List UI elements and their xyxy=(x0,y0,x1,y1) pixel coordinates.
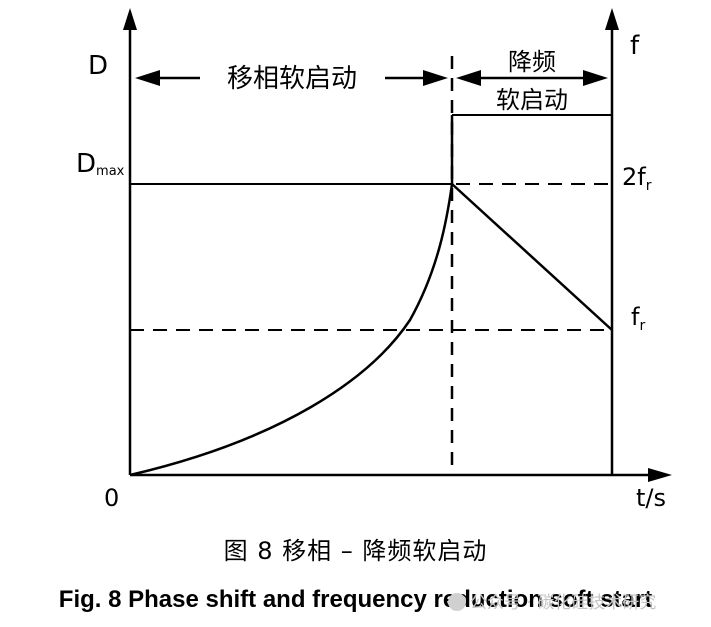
freq-reduction-label-line2: 软启动 xyxy=(496,86,568,114)
watermark-text: 公众号 · 碳化硅技术研究 xyxy=(470,593,657,613)
freq-span-arrowhead-left xyxy=(456,70,481,86)
fr-label-main: f xyxy=(631,303,640,331)
dmax-label-main: D xyxy=(76,149,96,179)
origin-label: 0 xyxy=(104,484,119,512)
freq-reduction-label-line1: 降频 xyxy=(508,48,556,76)
left-y-axis-arrowhead xyxy=(123,8,137,30)
y-left-label: D xyxy=(88,51,108,81)
phase-span-arrowhead-right xyxy=(423,70,448,86)
x-axis-label: t/s xyxy=(636,484,666,512)
two-fr-label-sub: r xyxy=(646,178,652,194)
watermark: 公众号 · 碳化硅技术研究 xyxy=(448,588,656,613)
wechat-icon xyxy=(448,593,466,611)
frequency-reduction-line xyxy=(451,183,613,331)
fr-label-sub: r xyxy=(639,318,645,334)
y-right-label: f xyxy=(630,31,640,61)
dmax-label-sub: max xyxy=(96,164,125,179)
caption-chinese: 图 8 移相 – 降频软启动 xyxy=(223,537,488,565)
caption-english: Fig. 8 Phase shift and frequency reducti… xyxy=(58,586,653,613)
phase-shift-curve xyxy=(129,115,454,477)
freq-span-arrowhead-right xyxy=(583,70,608,86)
two-fr-label-main: 2f xyxy=(622,163,646,191)
dmax-label: Dmax xyxy=(76,149,125,179)
x-axis-arrowhead xyxy=(648,468,672,482)
phase-span-arrowhead-left xyxy=(135,70,160,86)
two-fr-label: 2fr xyxy=(622,163,652,194)
fr-label: fr xyxy=(631,303,645,334)
phase-shift-soft-start-label: 移相软启动 xyxy=(227,64,357,94)
right-y-axis-arrowhead xyxy=(605,8,619,30)
